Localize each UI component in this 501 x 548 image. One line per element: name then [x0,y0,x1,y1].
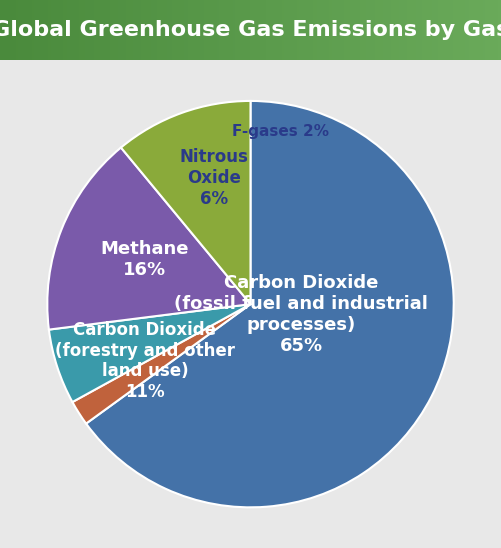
Wedge shape [121,101,250,304]
Text: Carbon Dioxide
(forestry and other
land use)
11%: Carbon Dioxide (forestry and other land … [55,321,235,401]
Text: Global Greenhouse Gas Emissions by Gas: Global Greenhouse Gas Emissions by Gas [0,20,501,40]
Wedge shape [47,147,250,329]
Wedge shape [73,304,250,424]
Text: Methane
16%: Methane 16% [101,240,189,279]
Text: Nitrous
Oxide
6%: Nitrous Oxide 6% [179,149,248,208]
Text: Carbon Dioxide
(fossil fuel and industrial
processes)
65%: Carbon Dioxide (fossil fuel and industri… [174,274,428,355]
Text: F-gases 2%: F-gases 2% [232,124,330,139]
Wedge shape [49,304,250,402]
Wedge shape [86,101,454,507]
